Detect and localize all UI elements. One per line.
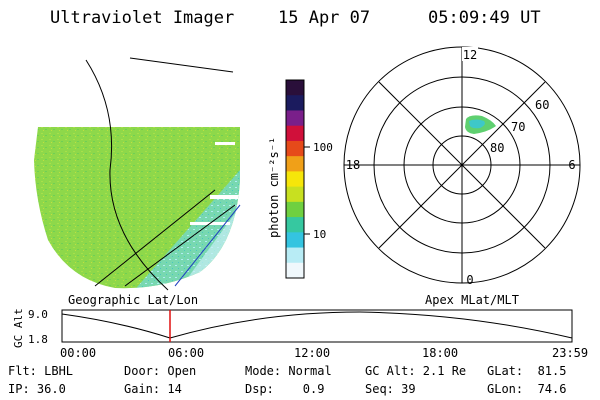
apex-label: Apex MLat/MLT bbox=[425, 293, 519, 307]
glon-readout: GLon: 74.6 bbox=[487, 382, 567, 396]
colorbar-segment bbox=[286, 140, 304, 157]
mlt-label-12: 12 bbox=[463, 48, 477, 62]
mlat-label-70: 70 bbox=[511, 120, 525, 134]
date-label: 15 Apr 07 bbox=[278, 8, 371, 28]
colorbar-segment bbox=[286, 156, 304, 172]
colorbar-segment bbox=[286, 171, 304, 188]
x-tick-18: 18:00 bbox=[422, 346, 458, 360]
colorbar-frame bbox=[285, 79, 305, 279]
colorbar bbox=[285, 79, 305, 279]
colorbar-segment bbox=[286, 80, 304, 96]
gc-alt-ylabel: GC Alt bbox=[12, 308, 25, 348]
x-tick-2359: 23:59 bbox=[552, 346, 588, 360]
colorbar-segment bbox=[286, 217, 304, 233]
colorbar-segment bbox=[286, 262, 304, 279]
colorbar-segment bbox=[286, 186, 304, 203]
colorbar-tick-10: 10 bbox=[313, 228, 326, 241]
instrument-title: Ultraviolet Imager bbox=[50, 8, 235, 28]
glat-readout: GLat: 81.5 bbox=[487, 364, 567, 378]
geographic-label: Geographic Lat/Lon bbox=[68, 293, 198, 307]
colorbar-segment bbox=[286, 247, 304, 264]
x-tick-12: 12:00 bbox=[294, 346, 330, 360]
colorbar-segment bbox=[286, 232, 304, 249]
mlt-label-6: 6 bbox=[568, 158, 575, 172]
mlt-label-18: 18 bbox=[346, 158, 360, 172]
mlat-label-60: 60 bbox=[535, 98, 549, 112]
time-label: 05:09:49 UT bbox=[428, 8, 541, 28]
geographic-image bbox=[34, 57, 241, 291]
seq-readout: Seq: 39 bbox=[365, 382, 416, 396]
mode-readout: Mode: Normal bbox=[245, 364, 332, 378]
gc-alt-ytick-high: 9.0 bbox=[28, 308, 48, 321]
dsp-readout: Dsp: 0.9 bbox=[245, 382, 325, 396]
colorbar-segment bbox=[286, 95, 304, 111]
x-tick-00: 00:00 bbox=[60, 346, 96, 360]
apex-polar-plot bbox=[343, 46, 581, 284]
mlt-label-0: 0 bbox=[466, 273, 473, 287]
colorbar-segment bbox=[286, 110, 304, 127]
door-readout: Door: Open bbox=[124, 364, 197, 378]
gc-alt-ytick-low: 1.8 bbox=[28, 333, 48, 346]
ip-readout: IP: 36.0 bbox=[8, 382, 66, 396]
colorbar-segment bbox=[286, 125, 304, 142]
colorbar-unit-label: photon cm⁻²s⁻¹ bbox=[267, 137, 281, 238]
gc-alt-readout: GC Alt: 2.1 Re bbox=[365, 364, 467, 378]
gain-readout: Gain: 14 bbox=[124, 382, 182, 396]
x-tick-06: 06:00 bbox=[168, 346, 204, 360]
filter-readout: Flt: LBHL bbox=[8, 364, 74, 378]
gc-alt-plot: GC Alt 9.0 1.8 00:00 06:00 12:00 18:00 2… bbox=[12, 308, 588, 360]
mlat-label-80: 80 bbox=[490, 141, 504, 155]
colorbar-segment bbox=[286, 201, 304, 218]
colorbar-tick-100: 100 bbox=[313, 141, 333, 154]
